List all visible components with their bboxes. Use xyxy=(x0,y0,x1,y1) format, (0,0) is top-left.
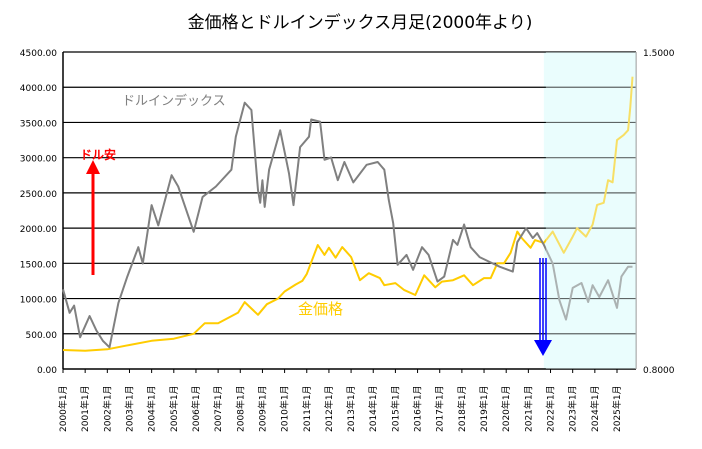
x-tick-label: 2002年1月 xyxy=(101,385,113,432)
y-tick-label: 0.00 xyxy=(37,366,57,376)
x-tick-label: 2004年1月 xyxy=(146,385,158,432)
x-tick-label: 2022年1月 xyxy=(545,385,557,432)
x-tick-label: 2003年1月 xyxy=(123,385,135,432)
dollar-weak-arrow xyxy=(86,160,100,275)
y2-tick-label: 1.5000 xyxy=(643,49,675,59)
x-axis-ticks: 2000年1月 2001年1月 2002年1月 2003年1月 2004年1月 2005年… xyxy=(57,369,623,432)
x-tick-label: 2014年1月 xyxy=(367,385,379,432)
y-axis-ticks: 0.00 500.00 1000.00 1500.00 2000.00 2500.00 30… xyxy=(20,49,675,376)
x-tick-label: 2023年1月 xyxy=(567,385,579,432)
x-tick-label: 2008年1月 xyxy=(234,385,246,432)
y-tick-label: 1000.00 xyxy=(20,296,57,306)
x-tick-label: 2015年1月 xyxy=(389,385,401,432)
x-tick-label: 2013年1月 xyxy=(345,385,357,432)
dollar-weak-label: ドル安 xyxy=(80,147,116,162)
x-tick-label: 2020年1月 xyxy=(500,385,512,432)
x-tick-label: 2025年1月 xyxy=(611,385,623,432)
y-tick-label: 2500.00 xyxy=(20,190,57,200)
x-tick-label: 2012年1月 xyxy=(323,385,335,432)
y2-tick-label: 0.8000 xyxy=(643,366,675,376)
x-tick-label: 2019年1月 xyxy=(478,385,490,432)
gridlines xyxy=(62,51,637,370)
chart-title: 金価格とドルインデックス月足(2000年より) xyxy=(188,12,533,33)
x-tick-label: 2010年1月 xyxy=(279,385,291,432)
y-tick-label: 500.00 xyxy=(26,331,58,341)
x-tick-label: 2011年1月 xyxy=(301,385,313,432)
y-tick-label: 2000.00 xyxy=(20,225,57,235)
gold-price-line xyxy=(62,76,634,352)
x-tick-label: 2017年1月 xyxy=(434,385,446,432)
y-tick-label: 4000.00 xyxy=(20,84,57,94)
dollar-strong-arrow xyxy=(534,258,552,356)
series-lines xyxy=(62,52,636,369)
gold-series-label: 金価格 xyxy=(298,300,343,318)
highlight-region xyxy=(543,52,636,369)
x-tick-label: 2016年1月 xyxy=(412,385,424,432)
y-tick-label: 4500.00 xyxy=(20,49,57,59)
x-tick-label: 2005年1月 xyxy=(168,385,180,432)
x-tick-label: 2024年1月 xyxy=(589,385,601,432)
x-tick-label: 2007年1月 xyxy=(212,385,224,432)
index-series-label: ドルインデックス xyxy=(122,93,226,109)
y-tick-label: 1500.00 xyxy=(20,260,57,270)
y-tick-label: 3500.00 xyxy=(20,119,57,129)
x-tick-label: 2018年1月 xyxy=(456,385,468,432)
x-tick-label: 2021年1月 xyxy=(522,385,534,432)
x-tick-label: 2000年1月 xyxy=(57,385,69,432)
x-tick-label: 2006年1月 xyxy=(190,385,202,432)
x-tick-label: 2001年1月 xyxy=(79,385,91,432)
highlight-overlay xyxy=(545,52,636,369)
y-tick-label: 3000.00 xyxy=(20,155,57,165)
dollar-index-line xyxy=(62,101,633,349)
x-tick-label: 2009年1月 xyxy=(256,385,268,432)
